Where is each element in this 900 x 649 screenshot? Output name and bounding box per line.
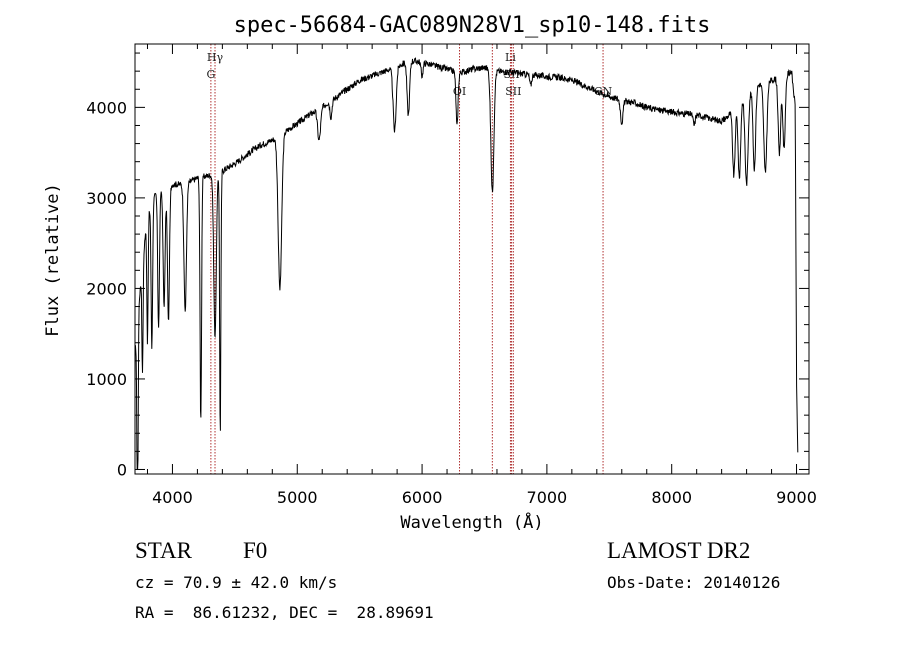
spectrum-series <box>134 57 799 470</box>
redshift-text: cz = 70.9 ± 42.0 km/s <box>135 573 338 592</box>
x-tick-label: 9000 <box>776 488 817 507</box>
spectral-line-label: OI <box>453 85 466 98</box>
x-tick-label: 7000 <box>527 488 568 507</box>
spectral-line-label: Hγ <box>207 51 224 64</box>
axis-ticks: 4000 5000 6000 7000 8000 9000 0 1000 2000 3000 400… <box>86 44 817 507</box>
subclass-label: F0 <box>243 538 268 563</box>
x-axis-label: Wavelength (Å) <box>400 511 543 533</box>
obs-date-text: Obs-Date: 20140126 <box>607 573 781 592</box>
y-tick-label: 0 <box>117 460 127 479</box>
spectrum-line <box>134 57 799 470</box>
plot-frame <box>134 43 810 475</box>
y-tick-label: 4000 <box>86 98 127 117</box>
survey-label: LAMOST DR2 <box>607 538 751 563</box>
x-tick-label: 5000 <box>277 488 318 507</box>
coordinates-text: RA = 86.61232, DEC = 28.89691 <box>135 603 434 622</box>
x-tick-label: 8000 <box>651 488 692 507</box>
class-label: STAR <box>135 538 192 563</box>
y-axis-label: Flux (relative) <box>43 183 63 337</box>
y-tick-label: 2000 <box>86 279 127 298</box>
spectral-line-label: SII <box>505 85 521 98</box>
chart-title: spec-56684-GAC089N28V1_sp10-148.fits <box>234 13 711 38</box>
x-tick-label: 6000 <box>402 488 443 507</box>
y-tick-label: 3000 <box>86 189 127 208</box>
y-tick-label: 1000 <box>86 370 127 389</box>
x-tick-label: 4000 <box>152 488 193 507</box>
spectral-line-label: G <box>206 68 215 81</box>
spectral-line-label: Li <box>505 51 516 64</box>
